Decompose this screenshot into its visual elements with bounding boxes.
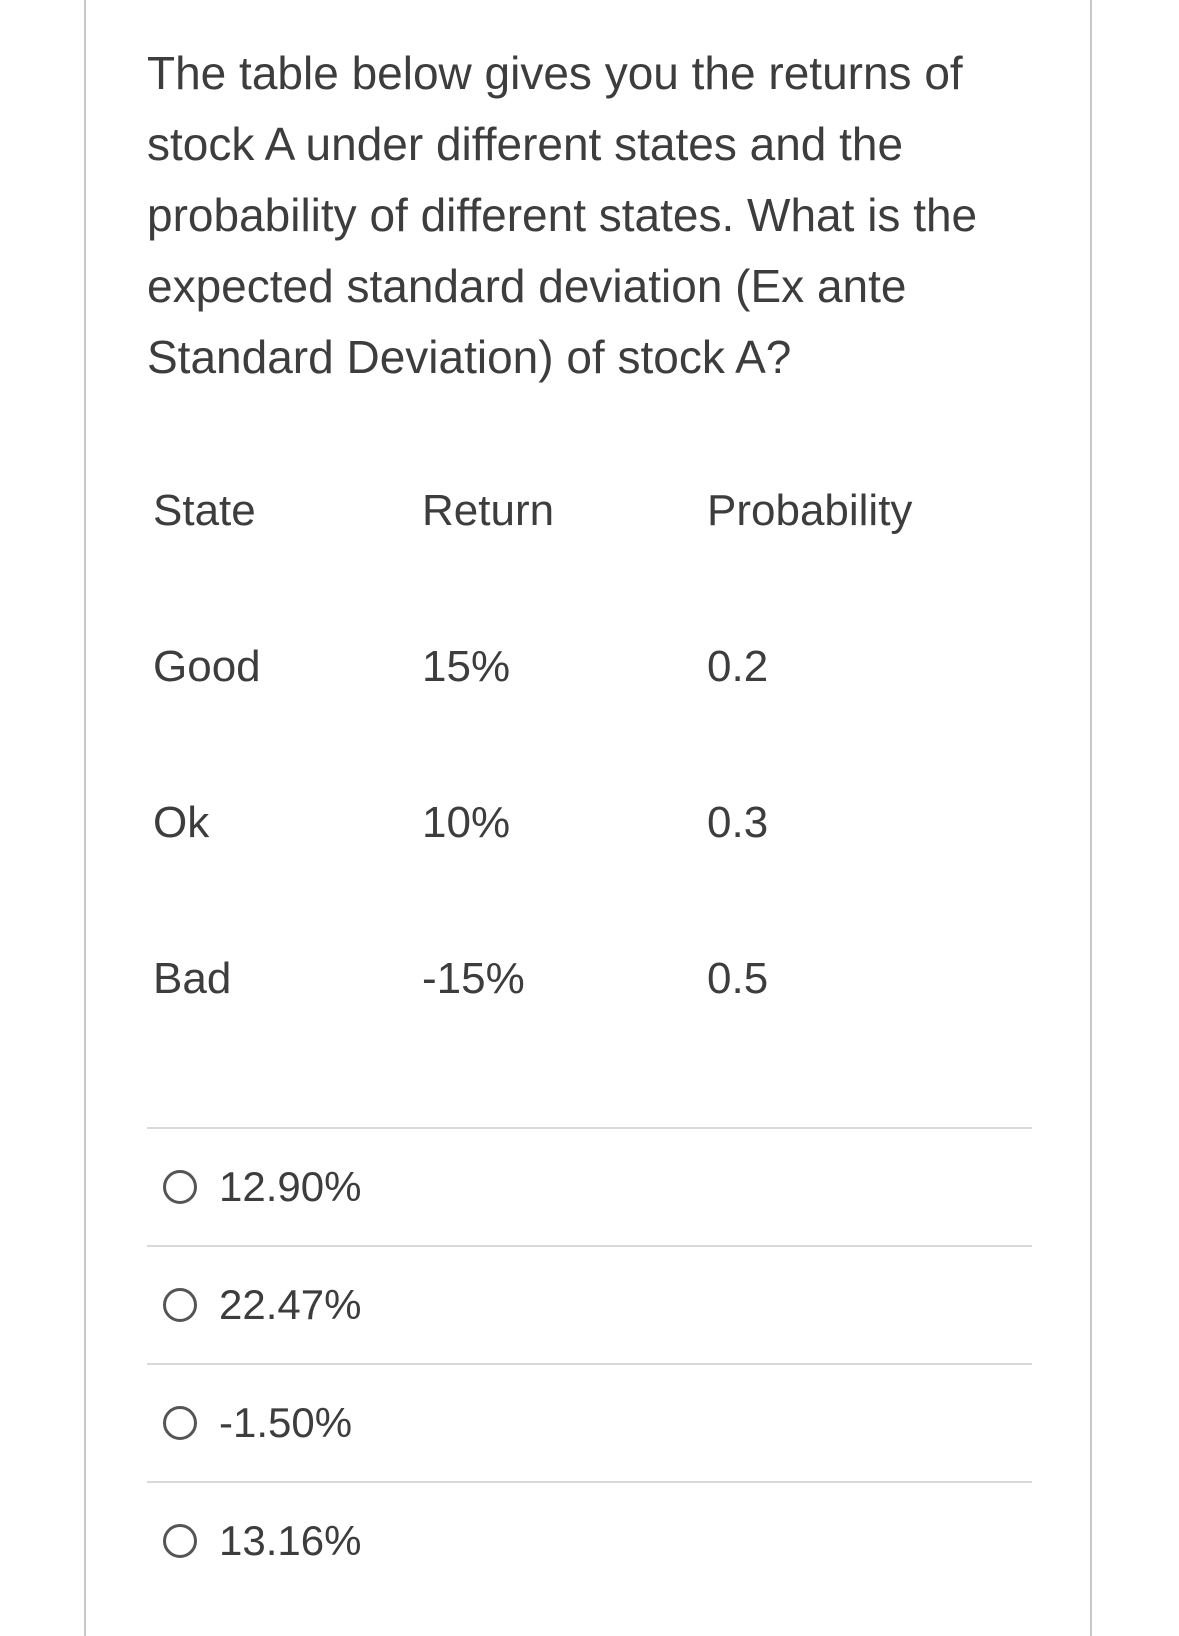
radio-button-icon[interactable] [163,1288,197,1322]
table-cell-return: 10% [422,798,511,847]
radio-button-icon[interactable] [163,1524,197,1558]
table-cell-state: Good [153,642,261,691]
table-header-state: State [153,486,256,535]
answer-option-label: 13.16% [219,1517,362,1564]
table-cell-probability: 0.3 [707,798,769,847]
table-cell-probability: 0.5 [707,954,769,1003]
table-cell-probability: 0.2 [707,642,769,691]
radio-button-icon[interactable] [163,1170,197,1204]
answer-option-label: 22.47% [219,1281,362,1328]
answer-option[interactable]: 22.47% [147,1245,1032,1363]
question-card [84,0,1092,1636]
table-cell-state: Ok [153,798,210,847]
answer-option-label: 12.90% [219,1163,362,1210]
table-cell-return: 15% [422,642,511,691]
answer-option[interactable]: 12.90% [147,1127,1032,1245]
radio-button-icon[interactable] [163,1406,197,1440]
table-header-return: Return [422,486,555,535]
table-cell-state: Bad [153,954,232,1003]
answer-options: 12.90% 22.47% -1.50% 13.16% [147,1127,1032,1599]
table-cell-return: -15% [422,954,525,1003]
table-header-probability: Probability [707,486,913,535]
question-text: The table below gives you the returns of… [147,47,978,383]
answer-option[interactable]: 13.16% [147,1481,1032,1599]
answer-option[interactable]: -1.50% [147,1363,1032,1481]
answer-option-label: -1.50% [219,1399,353,1446]
